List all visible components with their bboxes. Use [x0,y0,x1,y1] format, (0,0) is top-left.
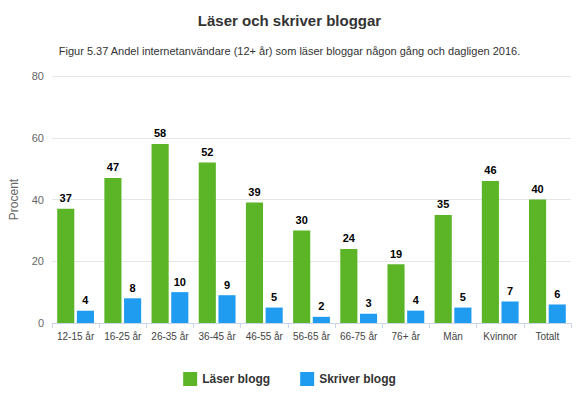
svg-text:76+ år: 76+ år [392,331,421,342]
svg-text:3: 3 [365,297,371,309]
svg-text:24: 24 [343,232,356,244]
svg-text:30: 30 [296,214,308,226]
svg-text:Skriver blogg: Skriver blogg [319,372,396,386]
svg-text:46-55 år: 46-55 år [246,331,284,342]
svg-text:40: 40 [531,183,543,195]
svg-text:7: 7 [507,285,513,297]
svg-text:58: 58 [154,127,166,139]
svg-text:37: 37 [60,192,72,204]
svg-text:Totalt: Totalt [535,331,559,342]
svg-text:60: 60 [32,132,44,144]
svg-text:52: 52 [201,146,213,158]
svg-text:66-75 år: 66-75 år [340,331,378,342]
svg-text:46: 46 [484,164,496,176]
svg-text:Figur 5.37 Andel internetanvän: Figur 5.37 Andel internetanvändare (12+ … [59,45,520,57]
svg-text:35: 35 [437,198,449,210]
svg-text:10: 10 [174,276,186,288]
svg-text:56-65 år: 56-65 år [293,331,331,342]
svg-text:9: 9 [224,279,230,291]
svg-text:47: 47 [107,161,119,173]
svg-text:Läser blogg: Läser blogg [202,372,270,386]
svg-text:2: 2 [318,300,324,312]
svg-text:26-35 år: 26-35 år [151,331,189,342]
svg-text:40: 40 [32,194,44,206]
svg-text:16-25 år: 16-25 år [104,331,142,342]
svg-text:Läser och skriver bloggar: Läser och skriver bloggar [198,12,382,29]
svg-text:80: 80 [32,70,44,82]
svg-text:8: 8 [130,282,136,294]
svg-text:Kvinnor: Kvinnor [483,331,518,342]
svg-text:Män: Män [443,331,462,342]
svg-text:0: 0 [38,317,44,329]
svg-text:36-45 år: 36-45 år [199,331,237,342]
svg-text:5: 5 [460,291,466,303]
svg-text:12-15 år: 12-15 år [57,331,95,342]
svg-text:20: 20 [32,255,44,267]
svg-text:39: 39 [248,186,260,198]
svg-text:19: 19 [390,248,402,260]
svg-text:5: 5 [271,291,277,303]
svg-text:4: 4 [82,294,89,306]
svg-text:6: 6 [554,288,560,300]
svg-text:4: 4 [413,294,420,306]
svg-text:Procent: Procent [7,178,21,220]
